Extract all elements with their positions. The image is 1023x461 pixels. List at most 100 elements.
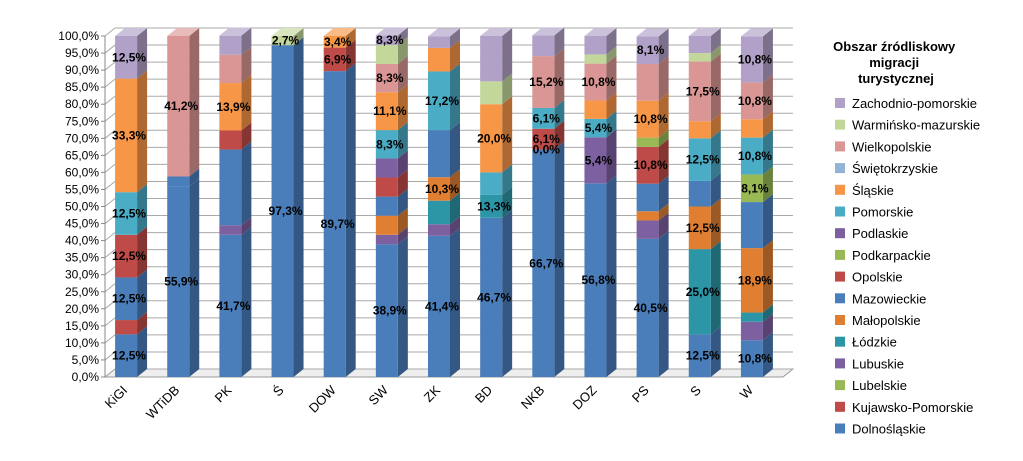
bar-segment-side xyxy=(345,28,356,48)
bar-segment xyxy=(115,269,148,321)
legend-label: Warmińsko-mazurskie xyxy=(852,118,980,133)
gridline xyxy=(104,146,793,156)
data-label: 12,5% xyxy=(686,349,720,363)
gridline xyxy=(104,61,793,71)
data-label: 66,7% xyxy=(529,256,563,270)
bar-segment xyxy=(740,304,773,322)
y-tick-label: 60,0% xyxy=(65,165,99,179)
bar-segment-front xyxy=(375,63,398,93)
data-label: 8,3% xyxy=(376,137,404,151)
legend-label: Zachodnio-pomorskie xyxy=(852,96,977,111)
x-tick-label: W xyxy=(737,382,757,402)
x-tick-label: DOW xyxy=(306,382,340,416)
data-label: 46,7% xyxy=(477,290,511,304)
bar-segment xyxy=(115,312,148,335)
bar-segment xyxy=(584,92,617,119)
bar-segment xyxy=(219,122,252,150)
bar-segment xyxy=(636,138,669,184)
data-label: 41,4% xyxy=(425,299,459,313)
gridlines xyxy=(103,27,795,378)
bar-segment-side xyxy=(710,130,721,181)
bar-segment-side xyxy=(137,269,148,321)
data-label: 97,3% xyxy=(269,204,303,218)
bar-segment-side xyxy=(189,28,200,177)
data-label: 2,7% xyxy=(272,34,300,48)
bar-segment xyxy=(375,84,408,131)
bar-segment-side xyxy=(554,27,565,57)
data-label: 6,9% xyxy=(324,52,352,66)
data-label: 12,5% xyxy=(686,153,720,167)
y-tick-label: 25,0% xyxy=(65,285,99,299)
bar-segment-side xyxy=(241,122,252,150)
bar-segment xyxy=(375,169,408,197)
legend-swatch xyxy=(835,315,845,325)
legend-swatch xyxy=(835,119,845,130)
bar-segment-front xyxy=(375,44,398,64)
data-label: 20,0% xyxy=(477,131,511,145)
bar-segment xyxy=(375,207,408,235)
bar-segment-front xyxy=(480,194,503,218)
bar-segment-front xyxy=(688,121,711,139)
bar-segment-side xyxy=(397,226,408,245)
data-label: 41,2% xyxy=(164,99,198,113)
bar-segment-side xyxy=(345,63,356,378)
bar-segment-side xyxy=(606,129,617,184)
bar-segment-front xyxy=(167,186,190,377)
bar-segment-side xyxy=(450,216,460,236)
bar-segment xyxy=(428,122,460,178)
bar-segment-side xyxy=(606,55,617,101)
bar-segment-front xyxy=(115,320,138,335)
bar-segment-side xyxy=(502,73,513,105)
data-label: 6,1% xyxy=(533,132,561,146)
legend-swatch xyxy=(835,206,845,217)
gridline xyxy=(104,129,793,139)
x-tick-label: Ś xyxy=(270,382,287,399)
data-label: 8,1% xyxy=(741,181,769,195)
bar-segment-front xyxy=(480,104,503,173)
bar-segment xyxy=(219,27,252,55)
bar-segment-side xyxy=(658,28,669,64)
bar-segment-side xyxy=(397,122,408,159)
bar-segment-side xyxy=(710,198,721,250)
bar-segment xyxy=(584,28,617,55)
bar-segment xyxy=(688,172,721,207)
bar-segment-side xyxy=(502,96,513,173)
data-label: 8,3% xyxy=(376,71,404,85)
bar-segment xyxy=(167,28,200,177)
bar-segment xyxy=(688,53,721,122)
bar-segment xyxy=(375,55,408,93)
bar-segment-side xyxy=(502,186,513,218)
legend-label: Wielkopolskie xyxy=(852,139,931,154)
bar-segment-front xyxy=(532,35,555,57)
data-label: 10,8% xyxy=(738,52,772,66)
bar-segment-side xyxy=(397,207,408,235)
bar-segment-side xyxy=(658,55,669,101)
bar-segment-front xyxy=(480,36,503,82)
bar-segment xyxy=(688,241,721,335)
bar-segment-front xyxy=(740,321,763,341)
bar-segment-front xyxy=(219,225,242,235)
bar-segment xyxy=(636,129,669,147)
data-label: 8,1% xyxy=(637,43,665,57)
bar-segment xyxy=(740,28,773,83)
bar-segment-front xyxy=(532,149,555,377)
bar-segment-front xyxy=(428,235,450,377)
y-tick-label: 55,0% xyxy=(65,182,99,196)
bar-segment-front xyxy=(584,118,607,138)
data-label: 41,7% xyxy=(216,299,250,313)
bar-segment xyxy=(428,28,460,48)
bar-segment-front xyxy=(375,244,398,377)
bar-segment xyxy=(480,164,513,195)
legend-label: Kujawsko-Pomorskie xyxy=(852,400,973,415)
bar-segment xyxy=(115,70,148,193)
bar-segment-front xyxy=(688,61,711,122)
bar-segment xyxy=(115,326,148,377)
y-tick-label: 10,0% xyxy=(65,336,99,350)
bar-segment xyxy=(688,28,721,54)
gridline xyxy=(104,95,793,105)
bar-segment-front xyxy=(167,176,190,187)
bar-segment xyxy=(740,166,773,203)
bar-segment-front xyxy=(219,130,242,150)
bar-segment-front xyxy=(636,183,659,212)
bar-segment-front xyxy=(636,238,659,377)
